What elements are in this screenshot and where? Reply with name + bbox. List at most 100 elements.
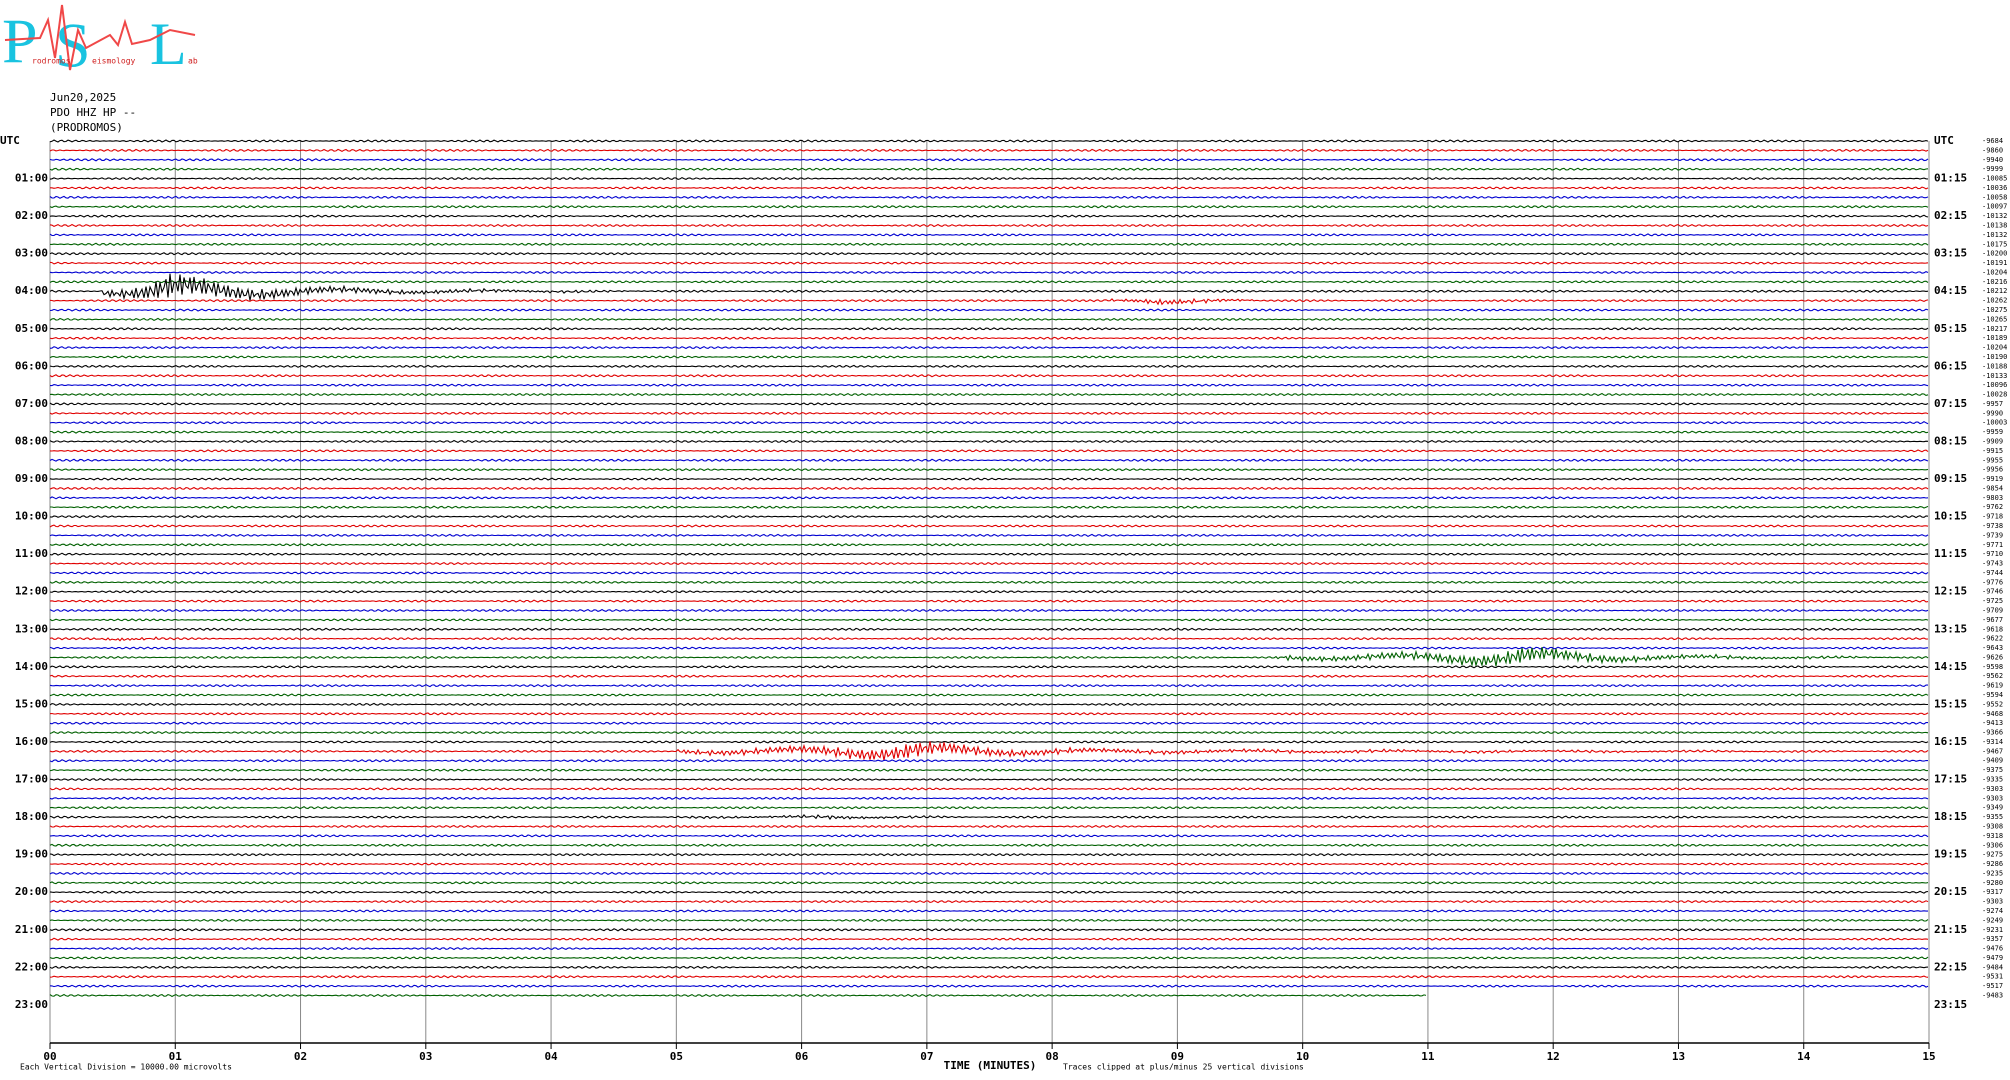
trace-offset: -9940 (1982, 156, 2003, 164)
right-hour-label: 04:15 (1934, 284, 1967, 297)
trace (49, 730, 1929, 735)
trace-offset: -9303 (1982, 898, 2003, 906)
trace-offset: -10188 (1982, 362, 2007, 370)
trace-offset: -10204 (1982, 344, 2007, 352)
trace (49, 139, 1929, 143)
trace-offset: -9517 (1982, 982, 2003, 990)
left-hour-label: UTC (0, 134, 20, 147)
trace-offset: -9618 (1982, 625, 2003, 633)
trace-offset: -9677 (1982, 616, 2003, 624)
trace-offset: -9349 (1982, 804, 2003, 812)
x-tick-label: 13 (1672, 1050, 1685, 1063)
trace (49, 355, 1929, 359)
trace (49, 327, 1929, 331)
trace-offset: -9476 (1982, 945, 2003, 953)
x-tick-label: 06 (795, 1050, 809, 1063)
trace-offset: -9776 (1982, 578, 2003, 586)
trace-offset: -9314 (1982, 738, 2003, 746)
trace-offset: -10132 (1982, 212, 2007, 220)
footer-right: Traces clipped at plus/minus 25 vertical… (1063, 1063, 1304, 1072)
trace (49, 712, 1929, 716)
trace-offset: -9619 (1982, 682, 2003, 690)
trace-offset: -9286 (1982, 860, 2003, 868)
trace-offset: -10204 (1982, 268, 2007, 276)
logo: P S L rodromos eismology ab (2, 4, 198, 81)
trace (49, 740, 1929, 744)
x-tick-label: 05 (670, 1050, 683, 1063)
x-tick-label: 10 (1296, 1050, 1309, 1063)
trace (49, 975, 1929, 979)
trace (49, 167, 1929, 171)
trace-offset: -9413 (1982, 719, 2003, 727)
left-hour-label: 02:00 (15, 209, 48, 222)
left-hour-label: 21:00 (15, 923, 48, 936)
trace (50, 383, 1929, 387)
trace (49, 777, 1929, 782)
trace-offset: -9710 (1982, 550, 2003, 558)
trace-offset: -9957 (1982, 400, 2003, 408)
trace (49, 205, 1929, 209)
trace (49, 297, 1929, 306)
left-hour-label: 06:00 (15, 359, 48, 372)
trace-offset: -10189 (1982, 334, 2007, 342)
trace-offset: -9303 (1982, 794, 2003, 802)
x-tick-label: 03 (419, 1050, 432, 1063)
trace-offset: -9531 (1982, 973, 2003, 981)
trace (49, 627, 1929, 631)
trace (49, 552, 1929, 556)
trace (49, 280, 1929, 284)
trace-offset: -9919 (1982, 475, 2003, 483)
trace (49, 317, 1929, 322)
trace (49, 374, 1929, 378)
trace (49, 468, 1929, 472)
left-hour-label: 13:00 (15, 622, 48, 635)
trace-offset: -10190 (1982, 353, 2007, 361)
trace (49, 674, 1929, 678)
trace (49, 421, 1929, 425)
right-hour-label: 07:15 (1934, 397, 1967, 410)
left-hour-label: 11:00 (15, 547, 48, 560)
trace-offset: -9738 (1982, 522, 2003, 530)
x-tick-label: 11 (1421, 1050, 1435, 1063)
right-hour-label: 14:15 (1934, 660, 1967, 673)
left-hour-label: 03:00 (15, 247, 48, 260)
trace-offset: -9479 (1982, 954, 2003, 962)
trace-offset: -10262 (1982, 297, 2007, 305)
trace (50, 186, 1929, 190)
trace-offset: -9915 (1982, 447, 2003, 455)
trace-offset: -9771 (1982, 541, 2003, 549)
trace (49, 787, 1929, 791)
logo-wave (4, 4, 196, 71)
trace (49, 768, 1928, 772)
right-hour-label: 22:15 (1934, 960, 1967, 973)
left-hour-label: 12:00 (15, 585, 48, 598)
trace-offset: -9684 (1982, 137, 2003, 145)
trace (49, 721, 1928, 725)
trace (49, 899, 1929, 904)
trace (50, 430, 1929, 434)
trace (49, 261, 1929, 265)
right-hour-label: 16:15 (1934, 735, 1967, 748)
left-hour-label: 17:00 (15, 773, 48, 786)
right-hour-label: 05:15 (1934, 322, 1967, 335)
trace-offset: -10003 (1982, 419, 2007, 427)
logo-text: eismology (92, 57, 136, 66)
trace (49, 843, 1929, 847)
trace-offset: -9355 (1982, 813, 2003, 821)
x-tick-label: 09 (1171, 1050, 1184, 1063)
trace-offset: -9235 (1982, 869, 2003, 877)
trace (49, 449, 1929, 453)
trace-offset: -9709 (1982, 607, 2003, 615)
trace-offset: -9746 (1982, 588, 2003, 596)
right-hour-label: 21:15 (1934, 923, 1967, 936)
logo-text: rodromos (32, 57, 71, 66)
trace (49, 571, 1929, 575)
trace (49, 580, 1929, 584)
trace (49, 252, 1929, 256)
trace (49, 214, 1929, 218)
logo-letter: P (2, 6, 38, 77)
trace-offset: -10036 (1982, 184, 2007, 192)
trace (49, 636, 1929, 642)
trace (49, 918, 1929, 923)
